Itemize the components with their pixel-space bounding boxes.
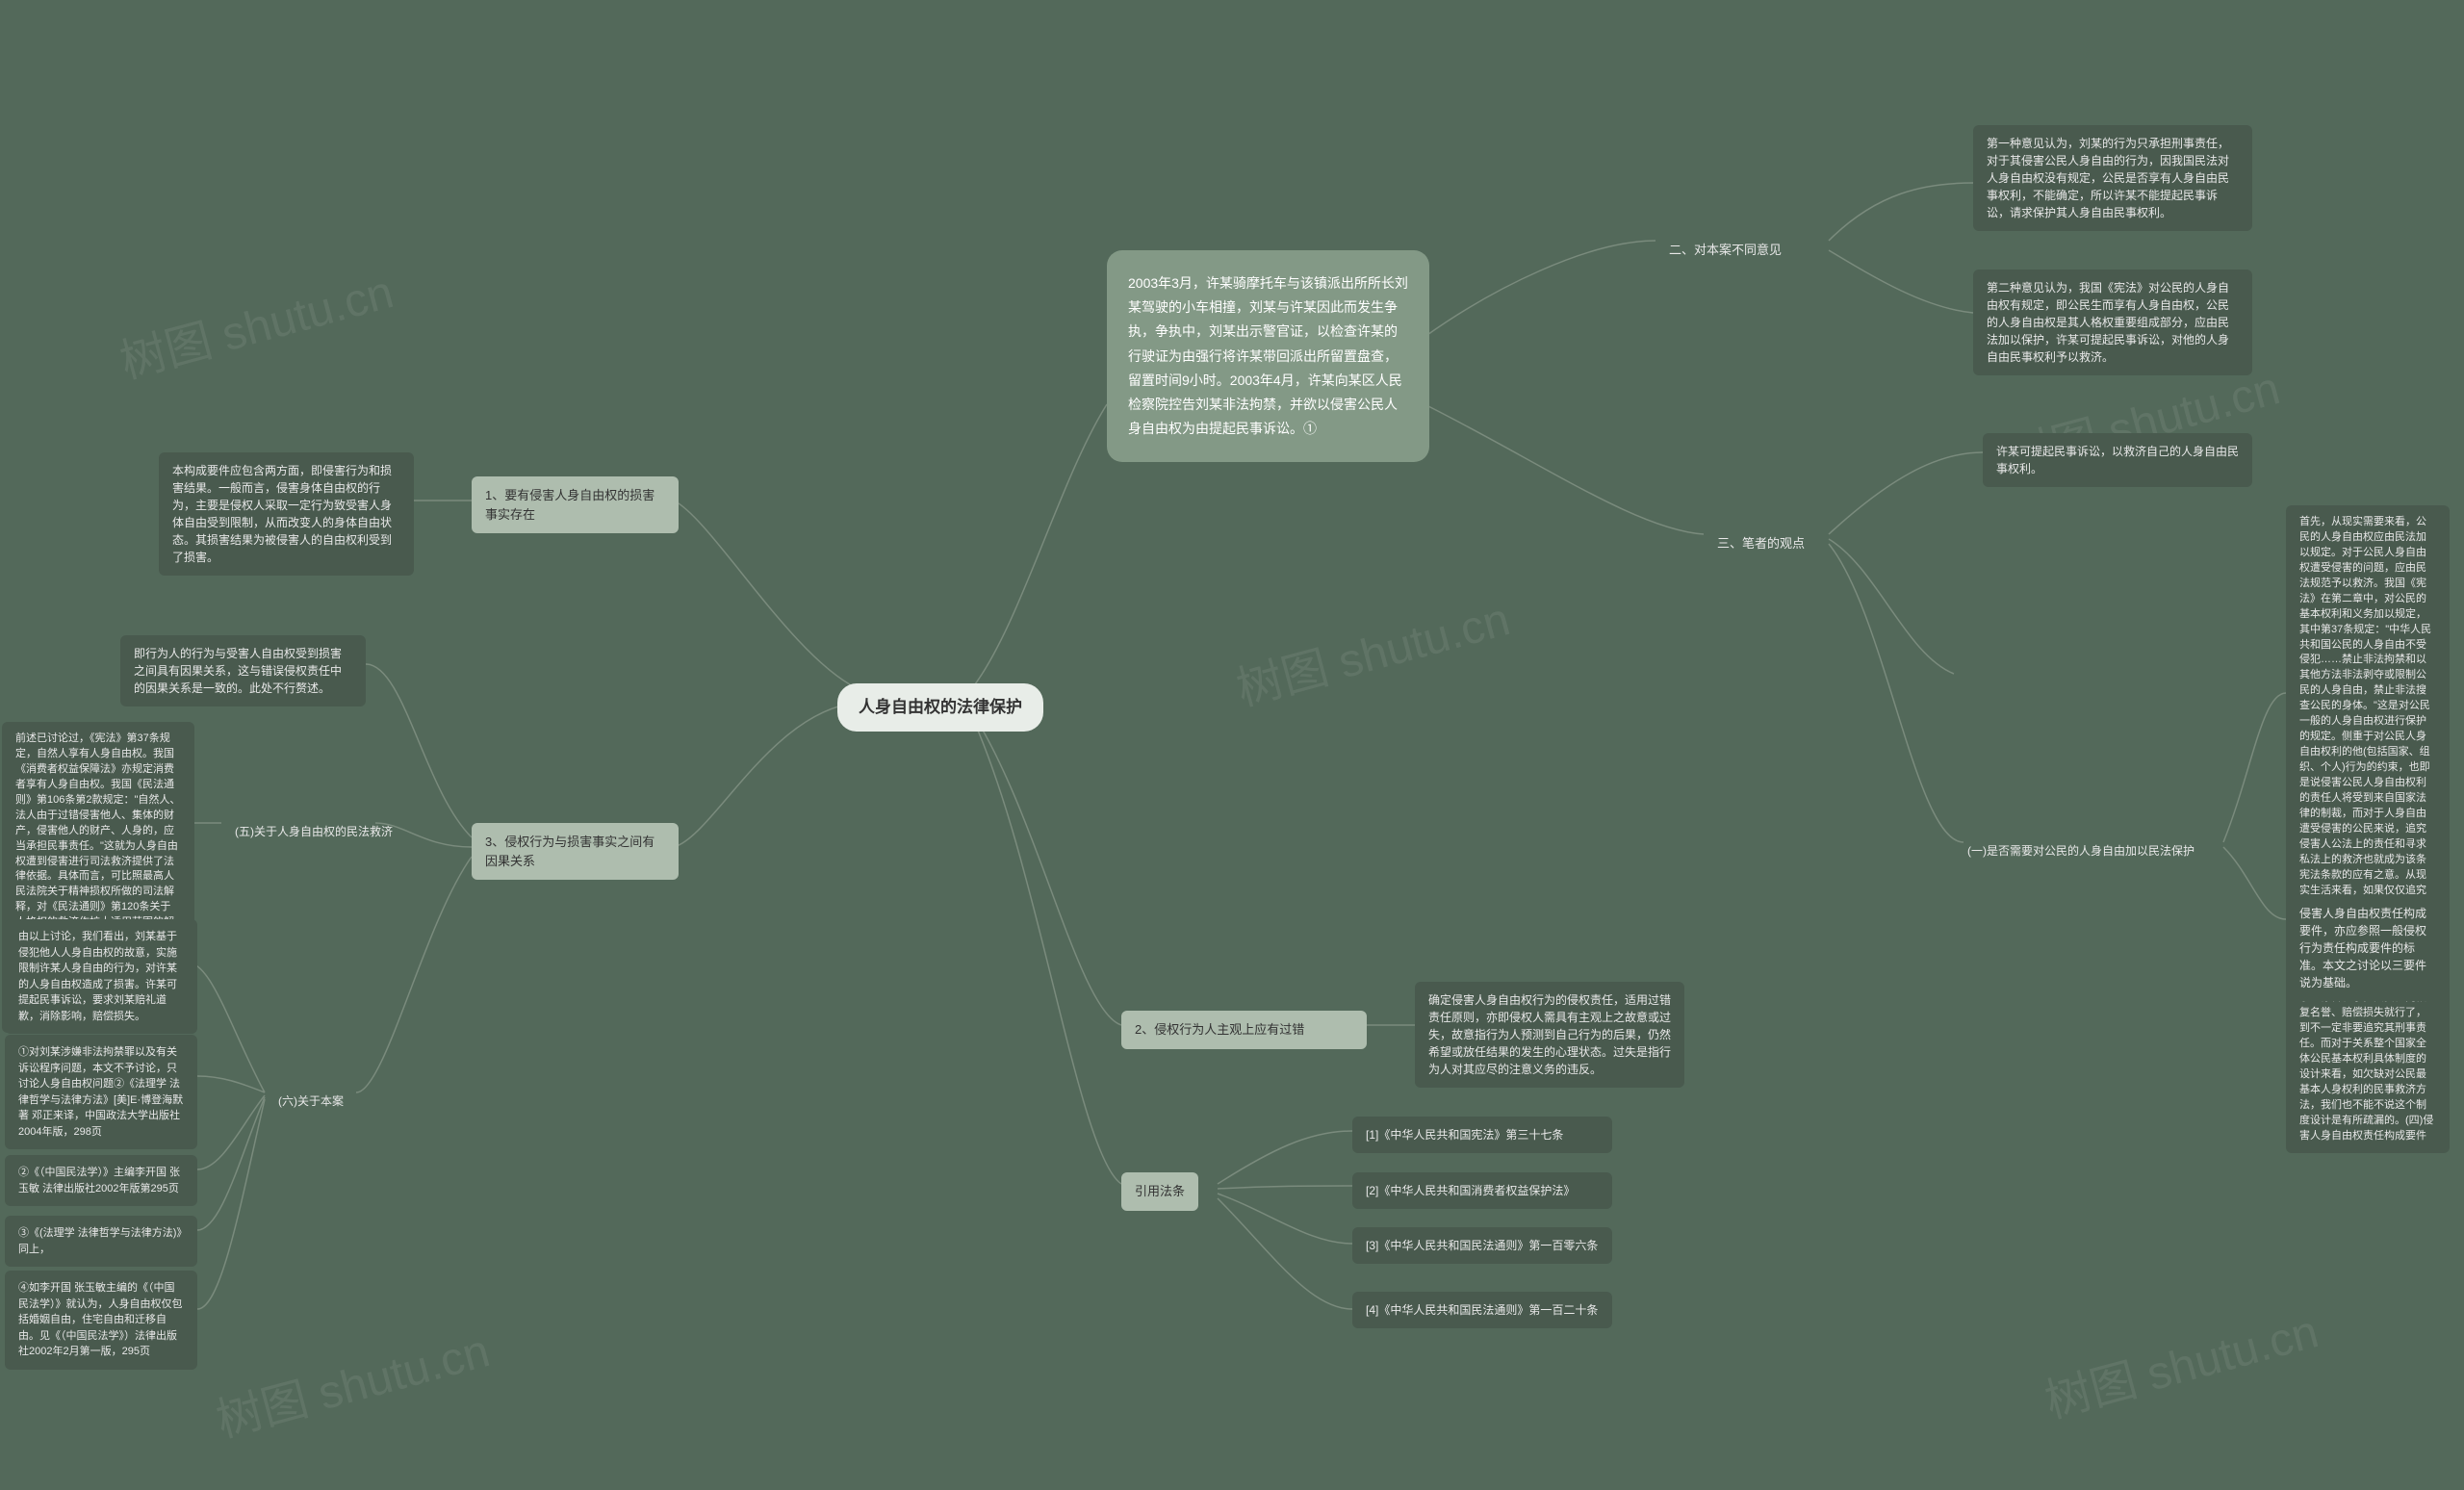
l1-title: 1、要有侵害人身自由权的损害事实存在 [472, 476, 679, 533]
story-node: 2003年3月，许某骑摩托车与该镇派出所所长刘某驾驶的小车相撞，刘某与许某因此而… [1107, 250, 1429, 462]
l6-a: 由以上讨论，我们看出，刘某基于侵犯他人人身自由权的故意，实施限制许某人身自由的行… [5, 919, 197, 1034]
author-xu: 许某可提起民事诉讼，以救济自己的人身自由民事权利。 [1983, 433, 2252, 487]
l6-b: ①对刘某涉嫌非法拘禁罪以及有关诉讼程序问题，本文不予讨论，只讨论人身自由权问题②… [5, 1035, 197, 1149]
l3-title: 3、侵权行为与损害事实之间有因果关系 [472, 823, 679, 880]
watermark: 树图 shutu.cn [1228, 581, 1516, 719]
opinions-title: 二、对本案不同意见 [1656, 231, 1795, 270]
l6-title: (六)关于本案 [265, 1083, 357, 1119]
l1-body: 本构成要件应包含两方面，即侵害行为和损害结果。一般而言，侵害身体自由权的行为，主… [159, 452, 414, 576]
opinion-1: 第一种意见认为，刘某的行为只承担刑事责任，对于其侵害公民人身自由的行为，因我国民… [1973, 125, 2252, 231]
center-label: 人身自由权的法律保护 [859, 698, 1022, 716]
ref-1: [1]《中华人民共和国宪法》第三十七条 [1352, 1117, 1612, 1153]
watermark: 树图 shutu.cn [208, 1313, 496, 1451]
r2-body: 确定侵害人身自由权行为的侵权责任，适用过错责任原则，亦即侵权人需具有主观上之故意… [1415, 982, 1684, 1088]
author-first: 首先，从现实需要来看，公民的人身自由权应由民法加以规定。对于公民人身自由权遭受侵… [2286, 505, 2450, 1153]
story-text: 2003年3月，许某骑摩托车与该镇派出所所长刘某驾驶的小车相撞，刘某与许某因此而… [1128, 275, 1408, 436]
l6-e: ④如李开国 张玉敏主编的《（中国民法学）》就认为，人身自由权仅包括婚姻自由，住宅… [5, 1271, 197, 1370]
author-last: 侵害人身自由权责任构成要件，亦应参照一般侵权行为责任构成要件的标准。本文之讨论以… [2286, 895, 2450, 1001]
ref-2: [2]《中华人民共和国消费者权益保护法》 [1352, 1172, 1612, 1209]
l6-c: ②《（中国民法学）》主编李开国 张玉敏 法律出版社2002年版第295页 [5, 1155, 197, 1206]
center-node: 人身自由权的法律保护 [837, 683, 1043, 732]
r2-title: 2、侵权行为人主观上应有过错 [1121, 1011, 1367, 1049]
author-sub: (一)是否需要对公民的人身自由加以民法保护 [1954, 833, 2228, 869]
watermark: 树图 shutu.cn [2037, 1294, 2324, 1431]
opinion-2: 第二种意见认为，我国《宪法》对公民的人身自由权有规定，即公民生而享有人身自由权，… [1973, 270, 2252, 375]
l5-title: (五)关于人身自由权的民法救济 [221, 813, 406, 850]
ref-title: 引用法条 [1121, 1172, 1198, 1211]
l6-d: ③《(法理学 法律哲学与法律方法)》同上， [5, 1216, 197, 1267]
watermark: 树图 shutu.cn [112, 254, 399, 392]
ref-4: [4]《中华人民共和国民法通则》第一百二十条 [1352, 1292, 1612, 1328]
l3-body: 即行为人的行为与受害人自由权受到损害之间具有因果关系，这与错误侵权责任中的因果关… [120, 635, 366, 706]
author-title: 三、笔者的观点 [1704, 525, 1818, 563]
ref-3: [3]《中华人民共和国民法通则》第一百零六条 [1352, 1227, 1612, 1264]
